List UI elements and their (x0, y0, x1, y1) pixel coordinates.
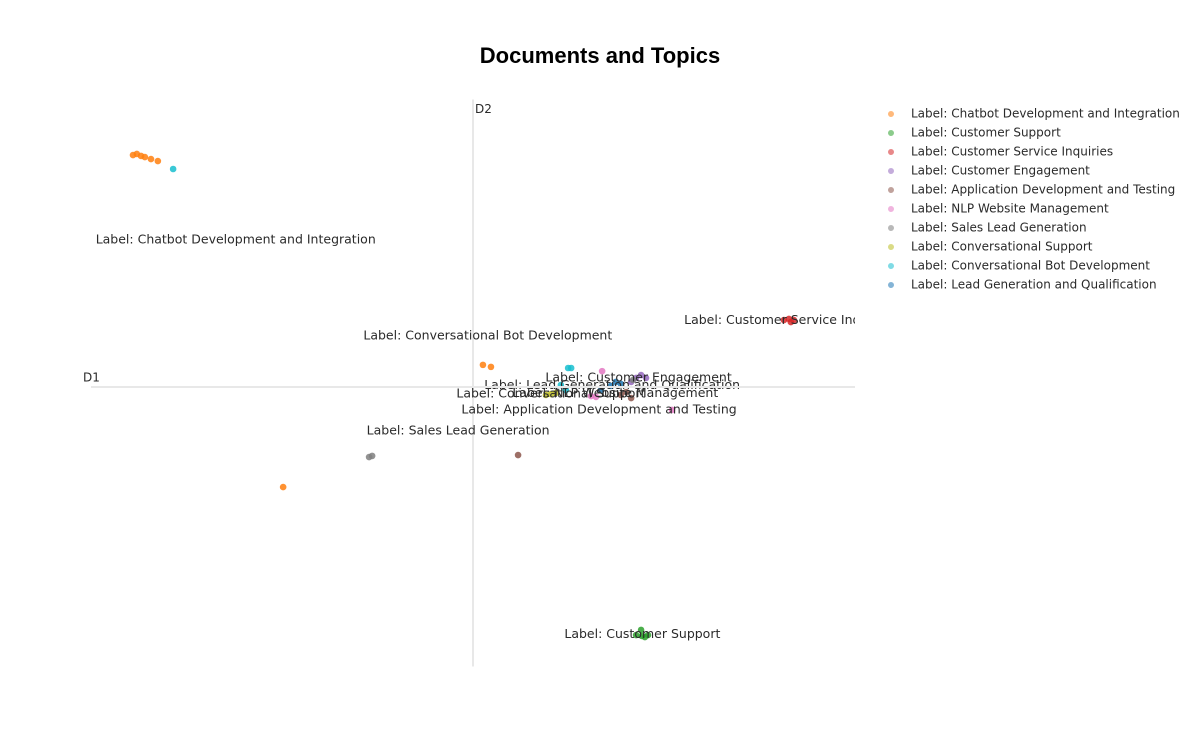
legend-marker[interactable] (888, 187, 894, 193)
data-point (627, 394, 635, 402)
data-point (612, 378, 620, 386)
x-axis-title: D1 (83, 371, 100, 385)
legend-item[interactable]: Label: Customer Engagement (888, 164, 1090, 178)
legend-label[interactable]: Label: Customer Support (911, 126, 1061, 140)
data-point (622, 388, 630, 396)
legend-marker[interactable] (888, 244, 894, 250)
legend-label[interactable]: Label: Lead Generation and Qualification (911, 278, 1157, 292)
topic-annotation: Label: Lead Generation and Qualification (484, 377, 740, 392)
data-point (592, 393, 600, 401)
legend-item[interactable]: Label: Customer Service Inquiries (888, 145, 1113, 159)
legend-item[interactable]: Label: NLP Website Management (888, 202, 1109, 216)
topic-annotation: Label: Conversational Bot Development (363, 328, 612, 343)
legend-marker[interactable] (888, 263, 894, 269)
legend-marker[interactable] (888, 282, 894, 288)
chart-title: Documents and Topics (480, 43, 720, 68)
data-point (141, 153, 149, 161)
data-point (547, 390, 555, 398)
legend-item[interactable]: Label: Conversational Bot Development (888, 259, 1150, 273)
data-point (542, 391, 550, 399)
topic-annotation: Label: Application Development and Testi… (461, 402, 736, 417)
legend-item[interactable]: Label: Conversational Support (888, 240, 1093, 254)
legend-item[interactable]: Label: Customer Support (888, 126, 1061, 140)
data-point (617, 380, 625, 388)
topic-annotation: Label: Customer Support (564, 626, 720, 641)
data-point (479, 361, 487, 369)
y-axis-title: D2 (475, 102, 492, 116)
data-point (562, 386, 570, 394)
legend-item[interactable]: Label: Application Development and Testi… (888, 183, 1175, 197)
data-point (637, 626, 645, 634)
legend-label[interactable]: Label: Conversational Bot Development (911, 259, 1150, 273)
topic-annotation: Label: Chatbot Development and Integrati… (96, 232, 376, 247)
data-point (632, 631, 640, 639)
data-point (642, 374, 650, 382)
data-point (637, 371, 645, 379)
data-point (787, 318, 795, 326)
legend-item[interactable]: Label: Chatbot Development and Integrati… (888, 107, 1180, 121)
topic-annotation: Label: Conversational Support (456, 385, 645, 400)
data-point (629, 376, 637, 384)
legend-marker[interactable] (888, 225, 894, 231)
legend-marker[interactable] (888, 149, 894, 155)
legend-label[interactable]: Label: Conversational Support (911, 240, 1093, 254)
data-point (641, 633, 649, 641)
data-point (279, 483, 287, 491)
legend-item[interactable]: Label: Sales Lead Generation (888, 221, 1087, 235)
data-point (514, 451, 522, 459)
data-point (169, 165, 177, 173)
legend-label[interactable]: Label: Chatbot Development and Integrati… (911, 107, 1180, 121)
legend-label[interactable]: Label: Customer Engagement (911, 164, 1090, 178)
topic-annotation: Label: Customer Engagement (545, 370, 731, 385)
data-point (587, 392, 595, 400)
data-point (147, 155, 155, 163)
legend-marker[interactable] (888, 168, 894, 174)
data-point (597, 386, 605, 394)
plot-area: Label: Chatbot Development and Integrati… (96, 150, 895, 641)
data-point (668, 406, 676, 414)
legend-marker[interactable] (888, 130, 894, 136)
topic-annotation: Label: NLP Website Management (512, 385, 718, 400)
data-point (780, 316, 788, 324)
legend-item[interactable]: Label: Lead Generation and Qualification (888, 278, 1157, 292)
data-point (487, 363, 495, 371)
legend: Label: Chatbot Development and Integrati… (888, 107, 1180, 292)
topic-annotation: Label: Customer Service Inquiries (684, 312, 895, 327)
legend-label[interactable]: Label: Sales Lead Generation (911, 221, 1087, 235)
legend-marker[interactable] (888, 206, 894, 212)
data-point (567, 364, 575, 372)
data-point (368, 452, 376, 460)
legend-label[interactable]: Label: Application Development and Testi… (911, 183, 1175, 197)
legend-marker[interactable] (888, 111, 894, 117)
data-point (552, 389, 560, 397)
legend-label[interactable]: Label: Customer Service Inquiries (911, 145, 1113, 159)
data-point (598, 367, 606, 375)
data-point (617, 391, 625, 399)
legend-label[interactable]: Label: NLP Website Management (911, 202, 1109, 216)
data-point (154, 157, 162, 165)
topic-annotation: Label: Sales Lead Generation (367, 422, 550, 437)
